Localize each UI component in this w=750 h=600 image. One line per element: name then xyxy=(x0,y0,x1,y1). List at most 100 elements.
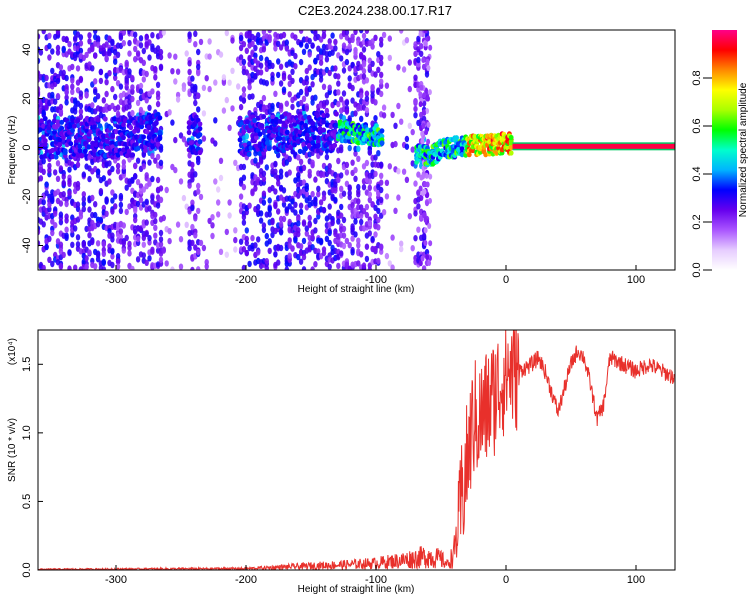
spectrogram-ridge-cell xyxy=(97,123,103,129)
snr-y-exponent: (x10⁴) xyxy=(7,338,18,365)
figure-title: C2E3.2024.238.00.17.R17 xyxy=(298,3,452,18)
y-tick-label: -40 xyxy=(21,238,33,254)
spectrogram-ridge-cell xyxy=(290,149,296,155)
spectrogram-cell xyxy=(310,42,315,49)
spectrogram-cell xyxy=(41,30,46,35)
spectrogram-ridge-cell xyxy=(297,148,303,154)
spectrogram-cell xyxy=(407,213,412,220)
spectrogram-cell xyxy=(267,211,272,218)
spectrogram-cell xyxy=(73,54,78,62)
spectrogram-cell xyxy=(356,242,361,249)
spectrogram-ridge-cell xyxy=(123,118,128,124)
spectrogram-ridge-cell xyxy=(150,144,156,150)
spectrogram-cell xyxy=(344,58,350,66)
spectrogram-cell xyxy=(298,30,304,34)
spectrogram-cell xyxy=(47,162,52,170)
spectrogram-cell xyxy=(313,30,318,37)
spectrogram-cell xyxy=(244,69,249,76)
spectrogram-cell xyxy=(307,214,312,222)
spectrogram-cell xyxy=(350,223,355,230)
spectrogram-cell xyxy=(38,91,41,98)
spectrogram-cell xyxy=(381,31,387,39)
spectrogram-cell xyxy=(324,235,330,242)
spectrogram-cell xyxy=(84,255,89,262)
spectrogram-cell xyxy=(318,59,324,66)
spectrogram-cell xyxy=(247,260,252,268)
spectrogram-ridge-cell xyxy=(153,127,159,133)
spectrogram-cell xyxy=(287,169,292,176)
spectrogram-ridge-cell xyxy=(315,135,321,141)
spectrogram-cell xyxy=(58,64,64,71)
spectrogram-ridge-cell xyxy=(508,134,514,141)
spectrogram-cell xyxy=(213,140,218,147)
spectrogram-cell xyxy=(216,186,221,193)
spectrogram-cell xyxy=(296,154,301,161)
spectrogram-cell xyxy=(425,108,430,114)
y-tick-label: 40 xyxy=(21,43,33,55)
spectrogram-cell xyxy=(50,229,55,237)
spectrogram-cell xyxy=(250,40,255,47)
spectrogram-ridge-cell xyxy=(310,120,316,126)
spectrogram-cell xyxy=(416,171,421,178)
spectrogram-ridge-cell xyxy=(57,142,63,148)
spectrogram-ridge-cell xyxy=(337,121,343,127)
spectrogram-cell xyxy=(147,39,152,46)
spectrogram-ridge-cell xyxy=(92,152,97,158)
spectrogram-cell xyxy=(379,179,384,186)
spectrogram-ridge-cell xyxy=(303,114,308,120)
spectrogram-cell xyxy=(55,77,61,85)
spectrogram-cell xyxy=(367,230,372,237)
spectrogram-cell xyxy=(173,78,178,85)
spectrogram-cell xyxy=(276,58,281,65)
spectrogram-ridge-cell xyxy=(303,146,308,152)
spectrogram-cell xyxy=(287,91,292,98)
spectrogram-ridge-cell xyxy=(241,129,247,135)
spectrogram-cell xyxy=(393,140,398,148)
spectrogram-cell xyxy=(87,206,92,213)
spectrogram-cell xyxy=(425,181,430,188)
spectrogram-cell xyxy=(47,201,52,208)
x-tick-label: -300 xyxy=(105,274,127,286)
spectrogram-cell xyxy=(107,160,112,167)
spectrogram-cell xyxy=(264,265,269,270)
spectrogram-cell xyxy=(293,62,298,70)
spectrogram-cell xyxy=(373,34,378,41)
spectrogram-ridge-cell xyxy=(266,145,272,152)
spectrogram-cell xyxy=(347,184,352,191)
spectrogram-ridge-cell xyxy=(332,132,338,139)
spectrogram-cell xyxy=(258,217,264,224)
spectrogram-cell xyxy=(347,43,352,50)
spectrogram-cell xyxy=(64,99,69,106)
spectrogram-ridge-cell xyxy=(82,148,88,154)
spectrogram-cell xyxy=(336,80,341,87)
spectrogram-cell xyxy=(241,41,247,48)
spectrogram-cell xyxy=(298,88,304,96)
spectrogram-cell xyxy=(278,102,284,110)
spectrogram-cell xyxy=(327,84,332,91)
spectrogram-cell xyxy=(190,161,195,169)
spectrogram-cell xyxy=(350,235,355,242)
spectrogram-cell xyxy=(230,67,235,75)
spectrogram-cell xyxy=(101,175,107,182)
spectrogram-cell xyxy=(421,57,426,63)
spectrogram-cell xyxy=(207,53,212,60)
spectrogram-cell xyxy=(344,30,350,36)
spectrogram-cell xyxy=(284,45,289,52)
spectrogram-cell xyxy=(141,252,146,259)
spectrogram-cell xyxy=(290,77,295,85)
spectrogram-cell xyxy=(213,178,218,185)
spectrogram-cell xyxy=(44,74,49,82)
y-tick-label: 0.0 xyxy=(21,562,33,577)
spectrogram-cell xyxy=(387,35,392,42)
spectrogram-cell xyxy=(50,260,55,268)
spectrogram-cell xyxy=(110,208,115,215)
spectrogram-cell xyxy=(115,263,121,270)
spectrogram-cell xyxy=(87,232,92,239)
spectrogram-ridge-cell xyxy=(104,138,110,144)
spectrogram-cell xyxy=(356,183,361,191)
spectrogram-cell xyxy=(170,119,175,126)
spectrogram-cell xyxy=(258,69,264,76)
spectrogram-cell xyxy=(318,36,324,43)
spectrogram-ridge-cell xyxy=(108,125,114,131)
spectrogram-cell xyxy=(421,265,427,270)
